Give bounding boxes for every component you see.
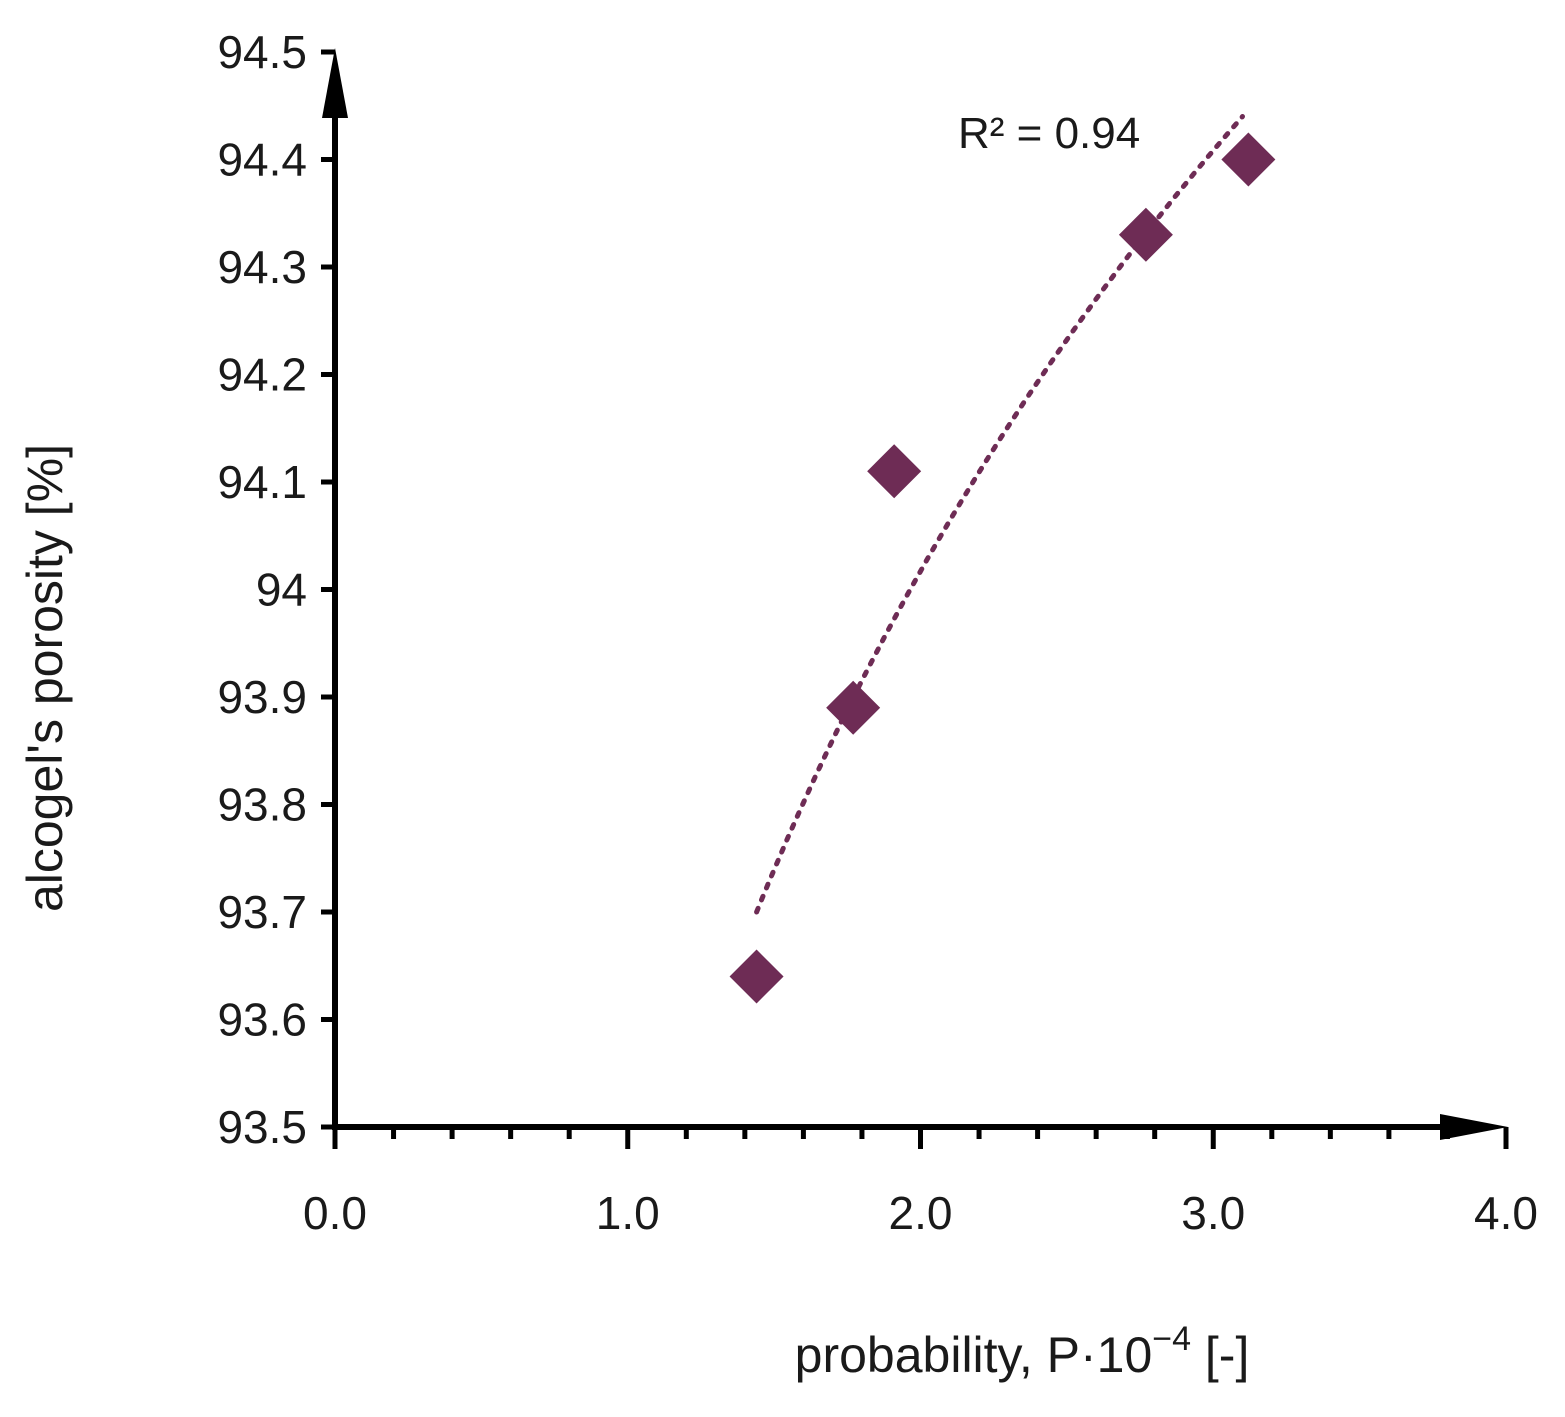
data-point xyxy=(867,444,922,499)
labels: alcogel's porosity [%] probability, P·10… xyxy=(17,109,1249,1383)
trendline-path xyxy=(754,114,1245,915)
data-point xyxy=(826,680,881,735)
x-axis-title-unit: [-] xyxy=(1191,1327,1249,1383)
x-tick-label: 2.0 xyxy=(889,1187,953,1239)
data-points xyxy=(729,132,1276,1004)
data-point xyxy=(1118,207,1173,262)
x-axis-title-exponent: −4 xyxy=(1152,1320,1191,1358)
x-tick-label: 4.0 xyxy=(1474,1187,1538,1239)
axes: 93.5 93.6 93.7 93.8 93.9 94 94.1 94.2 94.3 94.4 94… xyxy=(217,26,1538,1239)
x-axis-arrow xyxy=(1440,1114,1508,1140)
y-tick-label: 94.3 xyxy=(217,241,307,293)
y-tick-label: 94.5 xyxy=(217,26,307,78)
y-axis-title: alcogel's porosity [%] xyxy=(17,444,73,912)
y-tick-label: 93.9 xyxy=(217,671,307,723)
y-tick-label: 94.1 xyxy=(217,456,307,508)
y-tick-label: 93.8 xyxy=(217,779,307,831)
y-tick-label: 93.6 xyxy=(217,994,307,1046)
y-tick-label: 93.7 xyxy=(217,886,307,938)
y-tick-label: 94.4 xyxy=(217,134,307,186)
data-point xyxy=(1221,132,1276,187)
x-tick-label: 0.0 xyxy=(303,1187,367,1239)
x-axis-title-main: probability, P·10 xyxy=(795,1327,1153,1383)
y-tick-label: 94 xyxy=(256,564,307,616)
y-axis-arrow xyxy=(322,48,348,118)
r-squared-annotation: R² = 0.94 xyxy=(958,109,1140,158)
x-tick-label: 1.0 xyxy=(596,1187,660,1239)
trendline xyxy=(754,114,1245,915)
x-tick-label: 3.0 xyxy=(1181,1187,1245,1239)
y-tick-label: 94.2 xyxy=(217,349,307,401)
y-tick-label: 93.5 xyxy=(217,1101,307,1153)
data-point xyxy=(729,949,784,1004)
x-axis-title: probability, P·10−4 [-] xyxy=(795,1320,1250,1383)
